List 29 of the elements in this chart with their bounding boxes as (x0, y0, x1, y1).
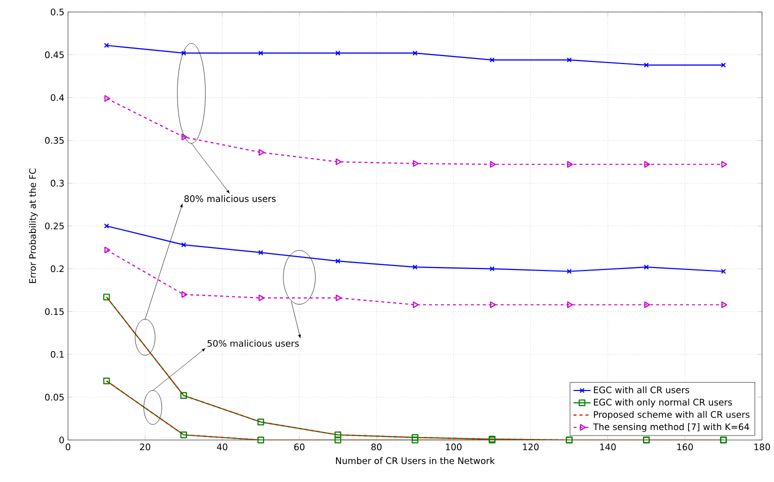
x-tick-label: 20 (140, 444, 150, 450)
y-tick-label: 0.45 (45, 51, 64, 58)
y-tick-label: 0.35 (45, 137, 64, 144)
x-tick-label: 140 (600, 444, 616, 450)
y-tick-label: 0.1 (50, 351, 64, 358)
x-tick-label: 160 (677, 444, 693, 450)
x-tick-label: 0 (66, 444, 70, 450)
y-tick-label: 0.2 (50, 265, 64, 272)
annotation: 80% malicious users (184, 195, 276, 202)
y-tick-label: 0 (59, 436, 64, 444)
x-tick-label: 100 (446, 444, 462, 450)
legend-label: EGC with all CR users (594, 386, 690, 394)
annotation: 50% malicious users (208, 340, 299, 347)
legend-label: EGC with only normal CR users (594, 398, 732, 408)
y-tick-label: 0.5 (50, 8, 64, 16)
x-tick-label: 80 (371, 444, 382, 450)
x-tick-label: 120 (523, 444, 539, 450)
x-tick-label: 180 (754, 444, 770, 450)
y-tick-label: 0.3 (50, 180, 64, 187)
legend-label: The sensing method [7] with K=64 (593, 423, 750, 432)
legend-label: Proposed scheme with all CR users (594, 410, 750, 420)
x-tick-label: 40 (216, 444, 228, 450)
x-tick-label: 60 (294, 444, 304, 450)
y-tick-label: 0.05 (45, 394, 64, 401)
y-tick-label: 0.25 (45, 222, 64, 230)
y-tick-label: 0.15 (45, 308, 64, 315)
x-axis-title: Number of CR Users in the Network (336, 457, 495, 464)
y-tick-label: 0.4 (50, 94, 64, 101)
y-axis-title: Error Probability at the FC (28, 168, 38, 284)
